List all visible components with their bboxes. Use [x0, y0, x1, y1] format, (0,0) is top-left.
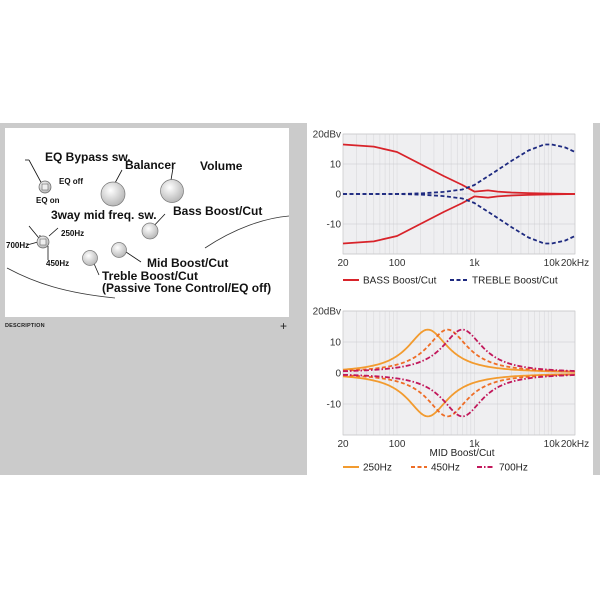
chart-2-x-tick-label: 10k: [544, 439, 561, 450]
chart-1-x-tick-label: 100: [389, 258, 406, 269]
label-eq-on: EQ on: [36, 196, 60, 205]
legend-700hz-label: 700Hz: [499, 463, 528, 474]
legend-450hz-label: 450Hz: [431, 463, 460, 474]
label-450hz: 450Hz: [46, 259, 70, 268]
chart-1-x-tick-label: 20: [337, 258, 349, 269]
knob-layout-drawing: [6, 159, 289, 299]
chart-2-y-tick-label: 0: [335, 369, 341, 380]
chart-1-series-0-boost-line: [342, 143, 576, 195]
label-bass: Bass Boost/Cut: [173, 204, 263, 218]
chart-2-series-1-cut-line: [342, 373, 576, 418]
chart-2-x-tick-label: 1k: [469, 439, 481, 450]
chart-2-series-1-boost-line: [342, 328, 576, 373]
label-treble: Treble Boost/Cut: [102, 269, 199, 283]
chart-2-x-axis-title: MID Boost/Cut: [429, 448, 494, 459]
chart-2-x-tick-label: 100: [389, 439, 406, 450]
bass-knob-icon: [141, 222, 159, 240]
chart-2-series-2-boost-line: [342, 328, 576, 373]
chart-2-y-tick-label: 20dBv: [313, 307, 341, 318]
description-label: DESCRIPTION: [5, 323, 45, 329]
chart-2-x-tick-label: 20kHz: [561, 439, 589, 450]
eq-bypass-switch-icon: [38, 180, 52, 194]
label-250hz: 250Hz: [61, 229, 85, 238]
chart-1-y-tick-label: 10: [330, 160, 342, 171]
chart-1-series-0-cut-line: [342, 193, 576, 245]
chart-1-y-tick-label: 20dBv: [313, 130, 341, 141]
legend-treble-label: TREBLE Boost/Cut: [472, 276, 558, 287]
balancer-knob-icon: [100, 181, 126, 207]
chart-1-x-tick-label: 20kHz: [561, 258, 589, 269]
chart-2-series-0-boost-line: [342, 328, 576, 373]
chart-2-x-tick-label: 20: [337, 439, 349, 450]
description-accordion[interactable]: DESCRIPTION +: [0, 318, 292, 336]
mid-knob-icon: [111, 242, 127, 258]
label-eq-bypass: EQ Bypass sw.: [45, 150, 131, 164]
label-700hz: 700Hz: [6, 241, 30, 250]
legend-bass-label: BASS Boost/Cut: [363, 276, 437, 287]
chart-1-x-tick-label: 10k: [544, 258, 561, 269]
label-eq-off: EQ off: [59, 177, 83, 186]
body-outline: [6, 215, 289, 299]
expand-plus-icon[interactable]: +: [280, 319, 288, 333]
chart-1-x-tick-label: 1k: [469, 258, 481, 269]
chart-2-series-2-cut-line: [342, 373, 576, 418]
label-volume: Volume: [200, 159, 243, 173]
volume-knob-icon: [160, 179, 184, 203]
label-balancer: Balancer: [125, 158, 176, 172]
chart-2-series-0-cut-line: [342, 373, 576, 418]
chart-1-y-tick-label: 0: [335, 190, 341, 201]
legend-250hz-label: 250Hz: [363, 463, 392, 474]
chart-1-y-tick-label: -10: [327, 220, 342, 231]
eq-charts-panel: 20dBv 10 0 -10 20 100 1k 10k 20kHz BASS Boost/Cut…: [307, 123, 593, 475]
label-mid-freq-switch: 3way mid freq. sw.: [51, 208, 157, 222]
treble-knob-icon: [82, 250, 98, 266]
label-passive-tone: (Passive Tone Control/EQ off): [102, 281, 272, 295]
mid-freq-switch-icon: [36, 235, 50, 249]
knob-diagram: EQ Bypass sw. EQ off EQ on Balancer Volu…: [5, 128, 289, 317]
chart-2-y-tick-label: 10: [330, 338, 342, 349]
chart-2-y-tick-label: -10: [327, 400, 342, 411]
label-mid: Mid Boost/Cut: [147, 256, 229, 270]
